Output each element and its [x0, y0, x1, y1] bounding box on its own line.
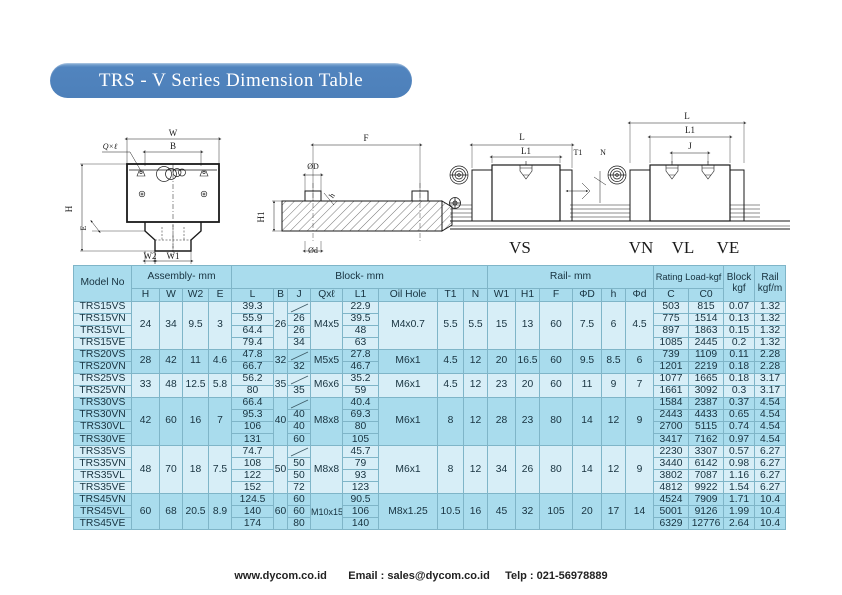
svg-text:T1: T1 [574, 148, 583, 157]
svg-text:ØD: ØD [307, 162, 319, 171]
svg-text:L1: L1 [685, 125, 695, 135]
svg-text:VN: VN [629, 238, 654, 257]
svg-text:L: L [519, 132, 525, 142]
svg-text:VE: VE [717, 238, 740, 257]
svg-text:F: F [363, 133, 368, 143]
svg-text:W2: W2 [144, 251, 157, 261]
svg-text:L1: L1 [521, 146, 531, 156]
svg-text:VS: VS [509, 238, 531, 257]
svg-text:N: N [600, 148, 606, 157]
svg-text:Ød: Ød [308, 246, 318, 255]
svg-text:J: J [688, 141, 692, 151]
svg-text:W1: W1 [167, 251, 180, 261]
svg-text:Q×ℓ: Q×ℓ [103, 142, 118, 151]
svg-text:E: E [79, 225, 88, 230]
svg-text:L: L [684, 111, 690, 121]
svg-text:B: B [170, 141, 176, 151]
svg-text:VL: VL [672, 238, 695, 257]
svg-text:H: H [64, 205, 74, 212]
svg-text:W: W [169, 128, 178, 138]
svg-text:H1: H1 [256, 212, 266, 223]
